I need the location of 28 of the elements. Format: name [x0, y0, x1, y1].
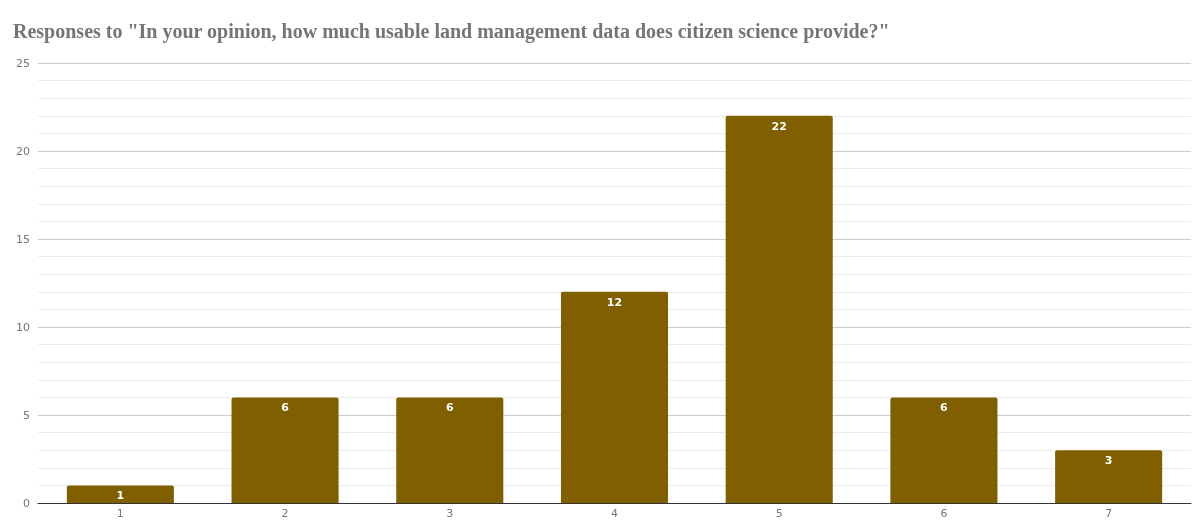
- data-label: 6: [281, 401, 290, 415]
- x-tick-label: 4: [611, 507, 618, 520]
- data-label: 6: [445, 401, 454, 415]
- y-tick-label: 25: [16, 56, 30, 70]
- data-label: 22: [771, 119, 787, 133]
- x-tick-label: 2: [281, 507, 289, 520]
- bar: [1055, 450, 1163, 503]
- bar: [725, 115, 833, 503]
- data-label: 12: [606, 295, 623, 309]
- y-tick-label: 0: [23, 496, 30, 510]
- x-tick-label: 7: [1105, 507, 1113, 520]
- bar: [231, 397, 339, 503]
- bar: [66, 485, 174, 503]
- chart-title: Responses to "In your opinion, how much usable land management data does citizen science provide?": [13, 20, 890, 43]
- x-tick-label: 3: [446, 507, 454, 520]
- x-tick-label: 5: [775, 507, 783, 520]
- y-tick-label: 5: [23, 408, 30, 422]
- data-label: 6: [940, 401, 949, 415]
- bar: [890, 397, 998, 503]
- bar: [560, 291, 669, 503]
- data-label: 1: [116, 489, 125, 503]
- y-tick-label: 15: [16, 232, 30, 246]
- bar: [396, 397, 504, 503]
- x-tick-label: 6: [940, 507, 948, 520]
- x-tick-label: 1: [116, 507, 124, 520]
- data-label: 3: [1104, 454, 1113, 468]
- y-tick-label: 20: [16, 144, 30, 158]
- y-tick-label: 10: [16, 320, 30, 334]
